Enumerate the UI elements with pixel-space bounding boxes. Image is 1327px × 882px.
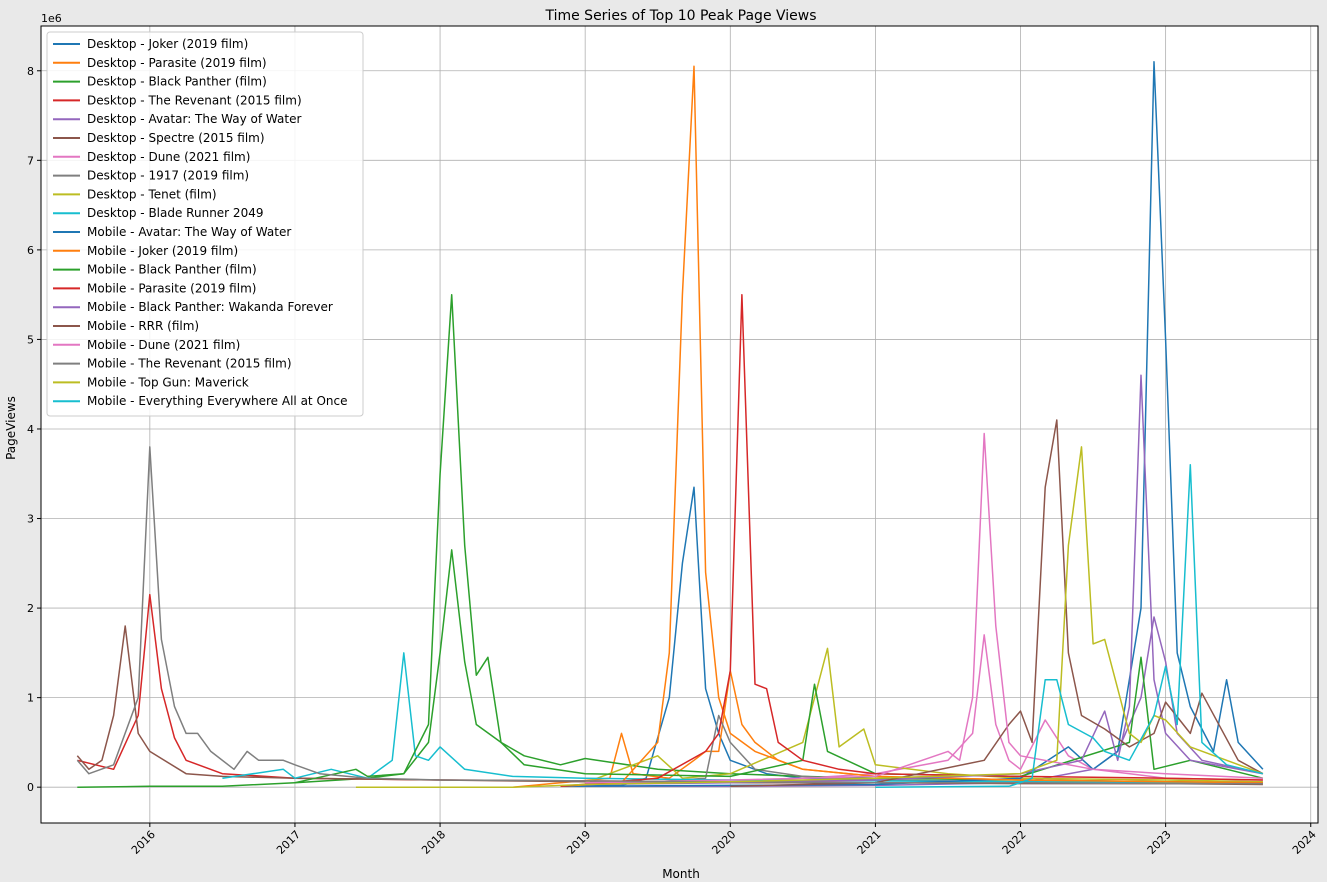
series-line	[560, 61, 1264, 788]
legend-entry: Mobile - Avatar: The Way of Water	[87, 225, 291, 239]
x-axis-label: Month	[662, 867, 700, 881]
legend-entry: Mobile - Dune (2021 film)	[87, 338, 240, 352]
legend-entry: Mobile - Joker (2019 film)	[87, 244, 238, 258]
series-line	[875, 464, 1264, 788]
legend-entry: Mobile - Everything Everywhere All at On…	[87, 394, 347, 408]
y-tick-label: 3	[27, 513, 34, 526]
legend-entry: Desktop - Black Panther (film)	[87, 75, 267, 89]
series-line	[294, 293, 1264, 784]
series-line	[730, 419, 1264, 788]
series-line	[355, 446, 1264, 788]
legend-entry: Mobile - The Revenant (2015 film)	[87, 357, 292, 371]
legend-entry: Mobile - Black Panther: Wakanda Forever	[87, 300, 333, 314]
legend-entry: Desktop - Blade Runner 2049	[87, 206, 263, 220]
legend-entry: Desktop - Spectre (2015 film)	[87, 131, 265, 145]
y-axis-offset-label: 1e6	[41, 12, 62, 25]
legend-box	[46, 31, 364, 417]
legend-entry: Desktop - Tenet (film)	[87, 187, 217, 201]
y-axis-label: PageViews	[4, 396, 18, 460]
series-layer	[76, 61, 1264, 788]
legend-entry: Desktop - 1917 (2019 film)	[87, 169, 249, 183]
legend-entry: Desktop - Avatar: The Way of Water	[87, 112, 301, 126]
series-line	[585, 432, 1263, 784]
series-line	[222, 652, 1263, 784]
y-axis: 0 1 2 3 4 5 6 7 8	[27, 65, 41, 794]
y-tick-label: 6	[27, 244, 34, 257]
legend-entry: Mobile - Top Gun: Maverick	[87, 375, 249, 389]
y-tick-label: 2	[27, 602, 34, 615]
legend-entry: Mobile - RRR (film)	[87, 319, 199, 333]
y-tick-label: 5	[27, 333, 34, 346]
y-tick-label: 0	[27, 781, 34, 794]
legend-entry: Desktop - Dune (2021 film)	[87, 150, 250, 164]
y-tick-label: 1	[27, 692, 34, 705]
plot-frame	[40, 25, 1319, 824]
legend: Desktop - Joker (2019 film) Desktop - Par…	[46, 31, 364, 417]
legend-entry: Desktop - Parasite (2019 film)	[87, 56, 267, 70]
chart-title: Time Series of Top 10 Peak Page Views	[544, 8, 816, 24]
series-line	[585, 374, 1264, 786]
legend-entry: Desktop - Joker (2019 film)	[87, 37, 248, 51]
y-tick-label: 4	[27, 423, 34, 436]
y-tick-label: 7	[27, 154, 34, 167]
legend-entry: Desktop - The Revenant (2015 film)	[87, 93, 302, 107]
series-line	[585, 634, 1263, 786]
series-line	[560, 65, 1263, 788]
grid	[41, 26, 1318, 823]
y-tick-label: 8	[27, 65, 34, 78]
legend-entry: Mobile - Black Panther (film)	[87, 263, 257, 277]
legend-entry: Mobile - Parasite (2019 film)	[87, 281, 256, 295]
